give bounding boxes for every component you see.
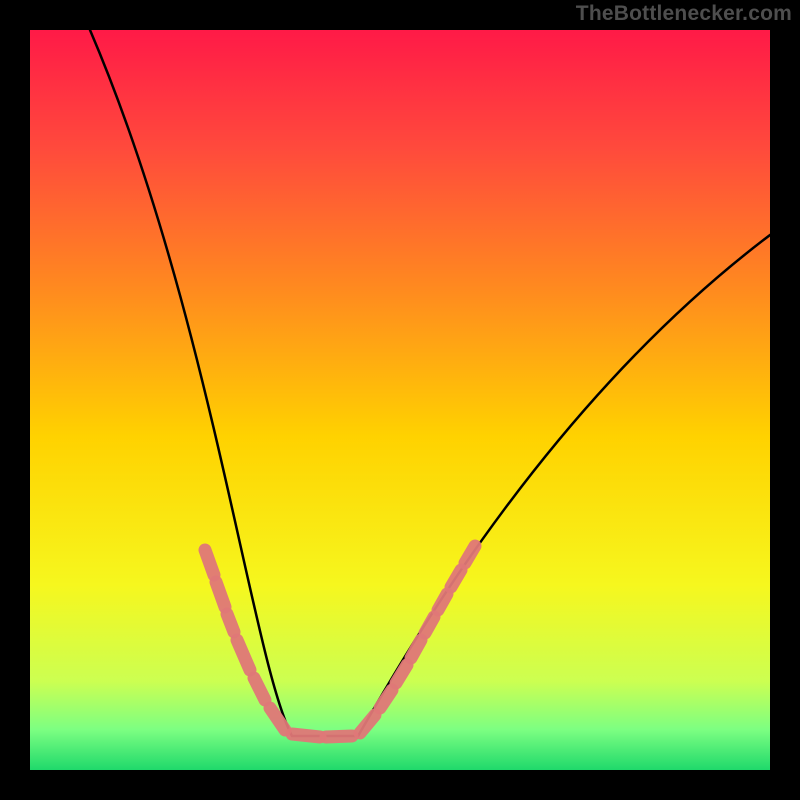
curve-marker	[438, 594, 447, 610]
watermark-text: TheBottlenecker.com	[576, 2, 792, 26]
curve-marker	[216, 582, 225, 607]
curve-marker	[425, 617, 434, 633]
curve-marker	[227, 614, 234, 632]
chart-svg	[0, 0, 800, 800]
chart-container: TheBottlenecker.com	[0, 0, 800, 800]
curve-marker	[292, 734, 320, 737]
curve-marker	[205, 550, 214, 575]
curve-marker	[465, 546, 475, 563]
curve-marker	[451, 570, 461, 587]
curve-marker	[326, 736, 352, 737]
plot-background	[30, 30, 770, 770]
curve-marker	[411, 640, 421, 658]
